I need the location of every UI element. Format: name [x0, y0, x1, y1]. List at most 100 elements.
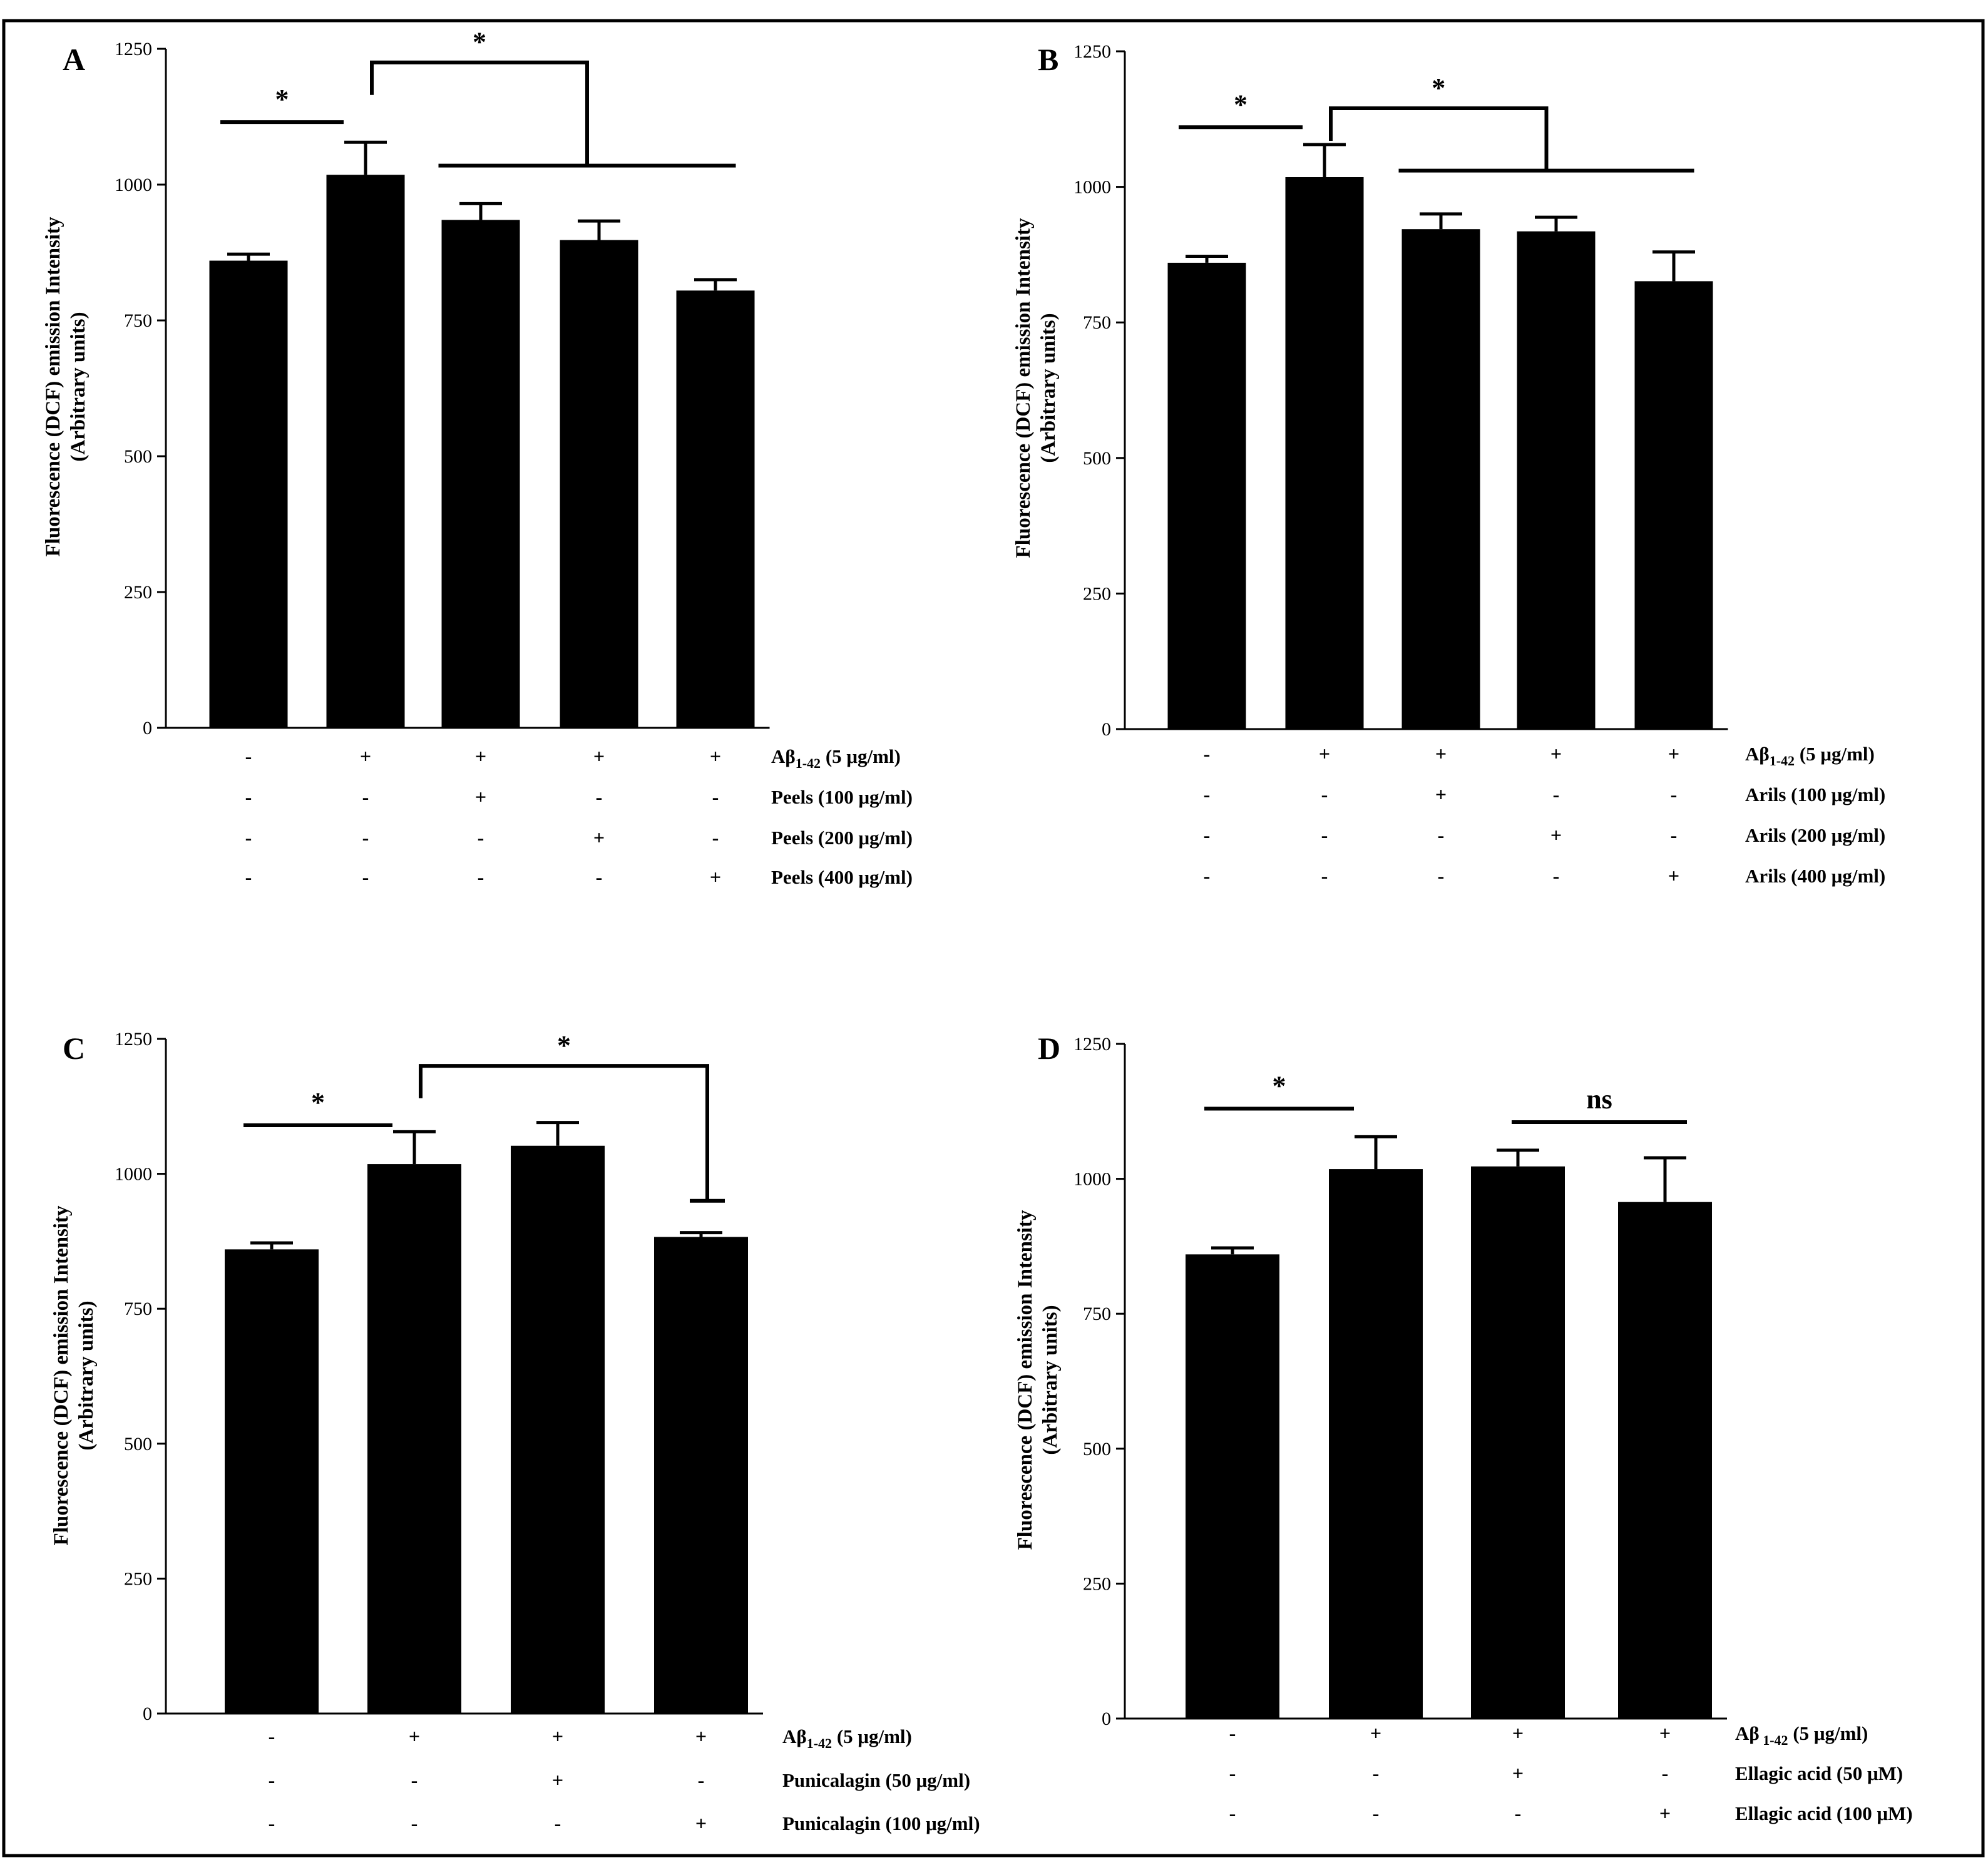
treatment-sign: - — [362, 866, 369, 888]
treatment-sign: - — [411, 1769, 418, 1791]
treatment-sign: - — [1321, 783, 1328, 805]
treatment-sign: + — [593, 826, 605, 849]
treatment-sign: + — [475, 785, 486, 808]
bar — [209, 260, 288, 728]
treatment-label: Peels (100 μg/ml) — [771, 786, 913, 808]
treatment-sign: - — [245, 826, 252, 849]
treatment-sign: + — [1659, 1722, 1671, 1744]
treatment-sign: - — [1553, 864, 1560, 887]
y-tick-label: 750 — [124, 310, 152, 331]
treatment-sign: + — [1668, 742, 1679, 765]
treatment-sign: + — [593, 745, 605, 767]
treatment-label-main: Peels (100 μg/ml) — [771, 786, 913, 808]
panel-letter: D — [1038, 1031, 1060, 1066]
bar — [326, 175, 405, 728]
treatment-sign: - — [1438, 864, 1445, 887]
treatment-label-main: Punicalagin (100 μg/ml) — [782, 1812, 980, 1834]
treatment-sign: - — [269, 1769, 275, 1791]
treatment-sign: - — [1229, 1802, 1236, 1824]
treatment-sign: - — [712, 785, 719, 808]
y-tick-label: 1000 — [115, 175, 152, 195]
y-axis-label: Fluorescence (DCF) emission Intensity (Ar… — [50, 1205, 98, 1545]
treatment-sign: + — [1319, 742, 1330, 765]
treatment-sign: + — [1370, 1722, 1381, 1744]
treatment-label-sub: 1-42 — [1770, 753, 1795, 769]
treatment-sign: + — [409, 1725, 420, 1747]
treatment-label-main: Arils (100 μg/ml) — [1745, 784, 1885, 805]
bar — [1517, 231, 1596, 730]
significance-label: * — [311, 1087, 325, 1118]
treatment-label-main: Arils (200 μg/ml) — [1745, 824, 1885, 846]
treatment-label: Arils (200 μg/ml) — [1745, 824, 1885, 846]
treatment-label: Aβ1-42 (5 μg/ml) — [1745, 743, 1875, 769]
bar — [367, 1164, 461, 1714]
y-tick-label: 250 — [124, 1568, 152, 1589]
treatment-label: Arils (400 μg/ml) — [1745, 865, 1885, 887]
y-tick-label: 0 — [143, 1704, 152, 1724]
significance-label: * — [275, 84, 289, 115]
y-axis-label-line1: Fluorescence (DCF) emission Intensity — [1014, 1210, 1037, 1550]
panel-c: C 0 250 500 750 1000 1250 Fluorescence (DCF) em… — [50, 1029, 980, 1834]
treatment-sign: - — [1515, 1802, 1522, 1824]
treatment-sign: + — [1668, 864, 1679, 887]
treatment-label: Arils (100 μg/ml) — [1745, 784, 1885, 805]
treatment-sign: - — [1229, 1762, 1236, 1784]
treatment-label-main: Punicalagin (50 μg/ml) — [782, 1769, 970, 1791]
y-axis-label-line2: (Arbitrary units) — [1037, 313, 1060, 462]
significance-label: * — [1273, 1070, 1286, 1101]
y-axis-label-line2: (Arbitrary units) — [67, 312, 90, 461]
treatment-sign: - — [1204, 864, 1211, 887]
bar — [1401, 229, 1480, 729]
y-tick-label: 500 — [124, 1434, 152, 1454]
treatment-sign: + — [1435, 783, 1447, 805]
significance-label: ns — [1586, 1084, 1612, 1115]
bar — [1186, 1254, 1279, 1719]
y-axis-label-line2: (Arbitrary units) — [75, 1300, 98, 1450]
y-tick-label: 1000 — [1073, 177, 1111, 198]
significance-label: * — [473, 27, 486, 58]
treatment-label-main: Aβ — [771, 745, 796, 767]
treatment-sign: - — [712, 826, 719, 849]
treatment-sign: + — [1550, 824, 1562, 846]
treatment-sign: + — [1512, 1762, 1524, 1784]
y-axis-label-line1: Fluorescence (DCF) emission Intensity — [50, 1205, 73, 1545]
treatment-sign: - — [411, 1812, 418, 1834]
treatment-label: Aβ 1-42 (5 μg/ml) — [1735, 1722, 1868, 1748]
significance-bracket — [370, 60, 589, 166]
treatment-sign: + — [1512, 1722, 1524, 1744]
treatment-label: Aβ1-42 (5 μg/ml) — [782, 1725, 912, 1751]
treatment-sign: - — [555, 1812, 561, 1834]
treatment-label-main: Ellagic acid (100 μM) — [1735, 1802, 1913, 1824]
bar — [1634, 281, 1713, 729]
treatment-sign: + — [1435, 742, 1447, 765]
treatment-label: Punicalagin (100 μg/ml) — [782, 1812, 980, 1834]
treatment-sign: - — [362, 826, 369, 849]
treatment-sign: + — [552, 1769, 563, 1791]
treatment-sign: - — [1373, 1802, 1380, 1824]
treatment-label: Punicalagin (50 μg/ml) — [782, 1769, 970, 1791]
treatment-label-main: Aβ — [1735, 1722, 1760, 1744]
treatment-sign: - — [1662, 1762, 1669, 1784]
treatment-sign: - — [245, 745, 252, 767]
y-tick-label: 1250 — [1073, 41, 1111, 62]
y-tick-label: 250 — [1083, 583, 1111, 604]
panel-letter: B — [1038, 42, 1058, 77]
treatment-sign: + — [695, 1812, 707, 1834]
treatment-label-sub: 1-42 — [1760, 1732, 1788, 1748]
y-tick-label: 250 — [124, 582, 152, 603]
panel-d: D 0 250 500 750 1000 1250 Fluorescence (DCF) em… — [1014, 1031, 1913, 1824]
significance-label: * — [1432, 73, 1445, 103]
y-tick-label: 500 — [124, 446, 152, 467]
treatment-sign: + — [1550, 742, 1562, 765]
treatment-label-sub: 1-42 — [796, 755, 821, 771]
treatment-label-main: Peels (400 μg/ml) — [771, 866, 913, 888]
treatment-sign: - — [269, 1812, 275, 1834]
treatment-label-main: Arils (400 μg/ml) — [1745, 865, 1885, 887]
treatment-sign: + — [475, 745, 486, 767]
bar — [1329, 1169, 1423, 1719]
treatment-label-suffix: (5 μg/ml) — [1788, 1722, 1868, 1744]
significance-label: * — [557, 1030, 571, 1061]
treatment-sign: - — [1553, 783, 1560, 805]
treatment-label-sub: 1-42 — [807, 1735, 832, 1751]
treatment-label-suffix: (5 μg/ml) — [832, 1725, 912, 1747]
